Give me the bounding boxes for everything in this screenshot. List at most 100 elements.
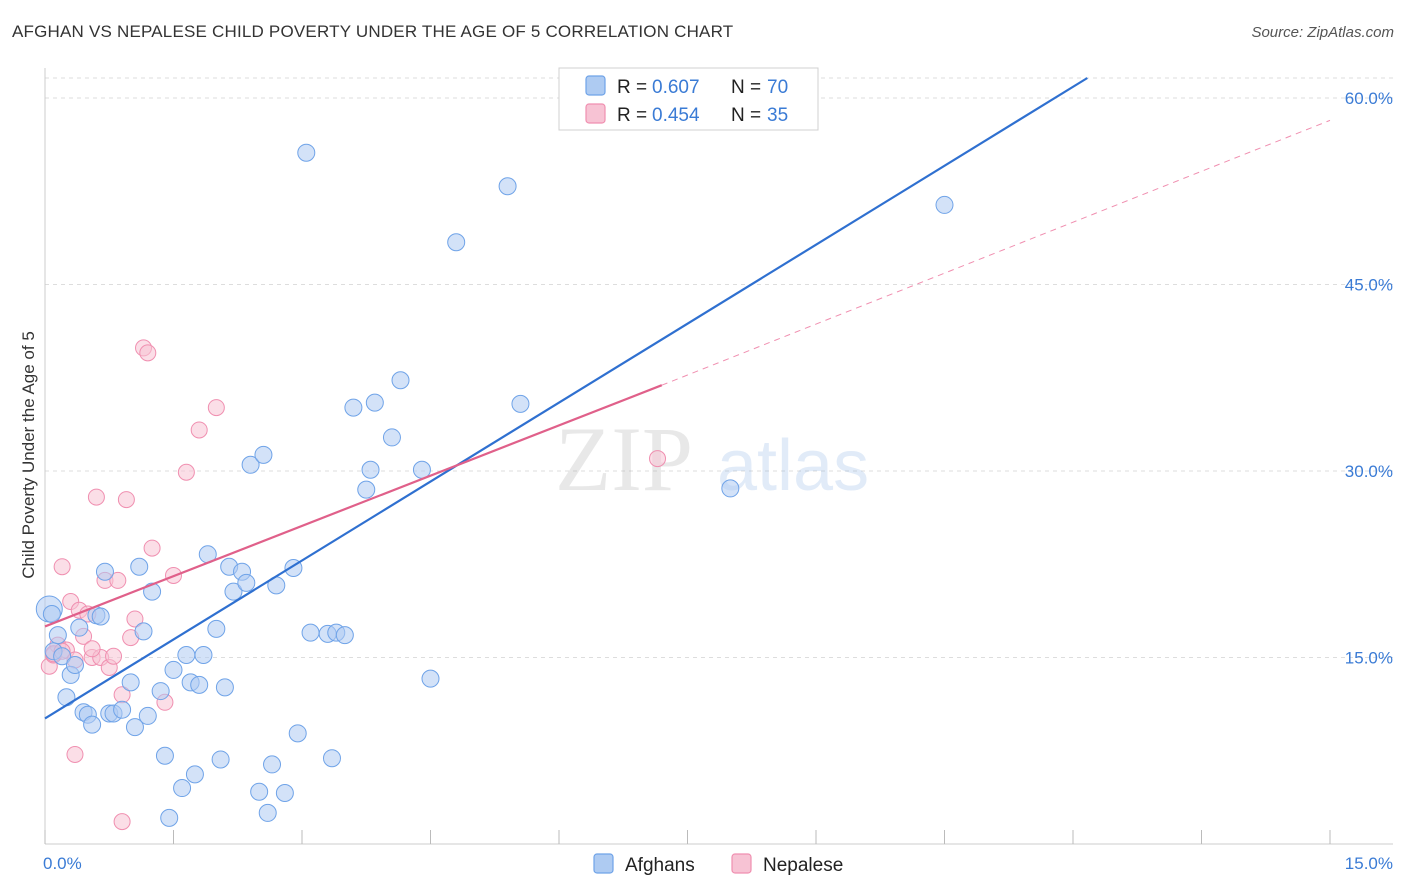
afghans-point (447, 233, 466, 252)
afghans-point (254, 445, 273, 464)
y-tick-label-45: 45.0% (1345, 276, 1393, 295)
afghans-point (173, 779, 192, 798)
afghans-point (344, 398, 363, 417)
bottom-legend-afghans-label: Afghans (625, 855, 695, 876)
afghans-point (134, 622, 153, 641)
source-label: Source: ZipAtlas.com (1251, 24, 1394, 41)
afghans-point (498, 177, 517, 196)
legend-afghans-n-label: N = (731, 77, 761, 98)
afghans-point (177, 646, 196, 665)
afghans-point (125, 718, 144, 737)
watermark-atlas: atlas (717, 426, 869, 506)
afghans-point (185, 765, 204, 784)
nepalese-point (139, 344, 157, 362)
afghans-point (322, 749, 341, 768)
afghans-point (935, 195, 954, 214)
legend-afghans-r-label: R = (617, 77, 647, 98)
bottom-legend-nepalese-label: Nepalese (763, 855, 843, 876)
nepalese-point (117, 491, 135, 509)
afghans-point (357, 480, 376, 499)
afghans-point (164, 660, 183, 679)
afghans-point (95, 562, 114, 581)
afghans-point (250, 782, 269, 801)
nepalese-point (126, 610, 144, 628)
bottom-legend-nepalese-swatch (731, 853, 752, 874)
nepalese-point (190, 421, 208, 439)
afghans-point (391, 371, 410, 390)
afghans-trend-line (44, 77, 1088, 720)
afghans-point (224, 582, 243, 601)
nepalese-point (87, 488, 105, 506)
y-tick-label-15: 15.0% (1345, 649, 1393, 668)
afghans-point (361, 460, 380, 479)
afghans-point (288, 724, 307, 743)
watermark: ZIP atlas (555, 408, 869, 510)
x-axis-ticks (44, 830, 1331, 844)
legend-afghans-n-value: 70 (767, 77, 788, 98)
legend: R = 0.607 N = 70 R = 0.454 N = 35 (558, 67, 819, 131)
nepalese-trend-line (44, 384, 663, 628)
afghans-point (65, 655, 84, 674)
x-tick-label-min: 0.0% (43, 854, 82, 873)
legend-nepalese-n-value: 35 (767, 105, 788, 126)
y-axis-tick-labels: 15.0% 30.0% 45.0% 60.0% (1345, 89, 1393, 668)
legend-afghans-r-value: 0.607 (652, 77, 700, 98)
afghans-point (421, 669, 440, 688)
nepalese-point (143, 539, 161, 557)
nepalese-point (649, 450, 667, 468)
legend-nepalese-n-label: N = (731, 105, 761, 126)
afghans-point (91, 607, 110, 626)
afghans-point (48, 626, 67, 645)
afghans-point (53, 647, 72, 666)
afghans-point (42, 604, 61, 623)
nepalese-point (83, 640, 101, 658)
watermark-zip: ZIP (555, 408, 693, 510)
legend-nepalese-r-label: R = (617, 105, 647, 126)
afghans-point (382, 428, 401, 447)
bottom-legend-afghans-swatch (593, 853, 614, 874)
afghans-point (130, 557, 149, 576)
afghans-point (237, 573, 256, 592)
afghans-point (301, 623, 320, 642)
afghans-point (194, 646, 213, 665)
afghans-point (511, 394, 530, 413)
afghans-point (57, 688, 76, 707)
nepalese-point (105, 647, 123, 665)
afghans-point (190, 675, 209, 694)
afghans-point (155, 746, 174, 765)
afghans-point (263, 755, 282, 774)
legend-nepalese-r-value: 0.454 (652, 105, 700, 126)
afghans-point (211, 750, 230, 769)
afghans-point (138, 706, 157, 725)
nepalese-point (53, 558, 71, 576)
nepalese-point (207, 399, 225, 417)
afghans-points (35, 143, 954, 827)
afghans-point (721, 479, 740, 498)
nepalese-point (66, 745, 84, 763)
afghans-point (160, 808, 179, 827)
nepalese-point (177, 463, 195, 481)
afghans-point (83, 715, 102, 734)
afghans-point (207, 619, 226, 638)
nepalese-point (113, 813, 131, 831)
afghans-point (275, 784, 294, 803)
legend-afghans-swatch (585, 75, 606, 96)
legend-nepalese-swatch (585, 103, 606, 124)
afghans-point (151, 682, 170, 701)
y-tick-label-30: 30.0% (1345, 462, 1393, 481)
y-tick-label-60: 60.0% (1345, 89, 1393, 108)
afghans-point (70, 618, 89, 637)
afghans-point (241, 455, 260, 474)
nepalese-point (109, 571, 127, 589)
gridlines (44, 68, 1393, 845)
chart-title: AFGHAN VS NEPALESE CHILD POVERTY UNDER T… (12, 22, 734, 41)
afghans-point (297, 143, 316, 162)
bottom-legend: Afghans Nepalese (593, 853, 843, 876)
afghans-point (365, 393, 384, 412)
afghans-point (335, 626, 354, 645)
x-tick-label-max: 15.0% (1345, 854, 1393, 873)
afghans-point (113, 700, 132, 719)
trend-lines (44, 77, 1331, 720)
afghans-point (258, 803, 277, 822)
